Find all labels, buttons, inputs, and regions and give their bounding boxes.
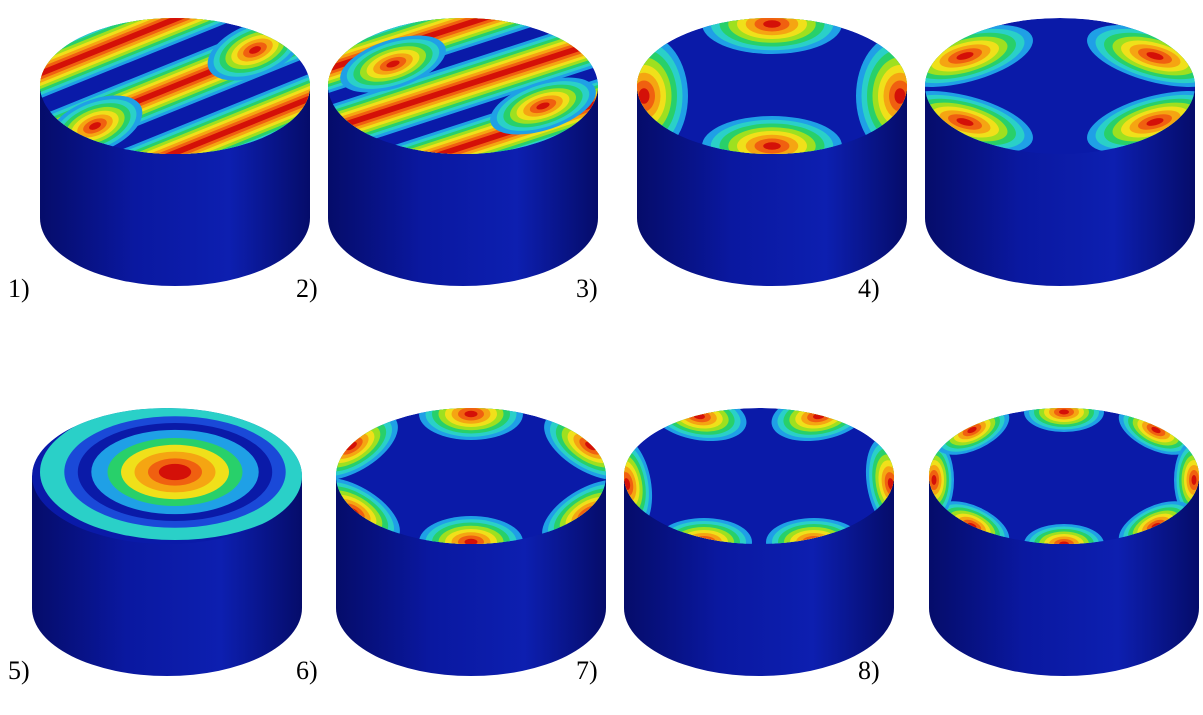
panel-label-1: 1) xyxy=(8,274,30,303)
mode-panel-6 xyxy=(326,398,626,698)
mode-panel-8 xyxy=(919,398,1203,698)
panel-label-7: 7) xyxy=(576,656,598,685)
mode-panel-3 xyxy=(627,8,927,308)
panel-label-4: 4) xyxy=(858,274,880,303)
top-face-contour xyxy=(925,18,1195,154)
hot-lobe xyxy=(637,34,688,154)
mode-panel-1 xyxy=(30,8,330,308)
hot-lobe xyxy=(340,35,446,93)
hot-lobe xyxy=(624,436,653,532)
mode-panel-7 xyxy=(614,398,914,698)
mode-panel-5 xyxy=(22,398,322,698)
panel-label-3: 3) xyxy=(576,274,598,303)
hot-lobe xyxy=(1024,408,1104,432)
mode-panel-4 xyxy=(915,8,1203,308)
hot-lobe xyxy=(702,18,842,54)
hot-lobe xyxy=(1087,25,1195,87)
cylinder-mode-7 xyxy=(624,408,894,676)
contour-ring xyxy=(158,463,192,481)
panel-label-5: 5) xyxy=(8,656,30,685)
hot-lobe xyxy=(490,77,596,135)
hot-lobe xyxy=(1174,440,1199,520)
hot-lobe xyxy=(925,91,1033,153)
panel-label-6: 6) xyxy=(296,656,318,685)
cylinder-mode-6 xyxy=(336,408,606,676)
top-face-contour xyxy=(624,408,894,544)
hot-lobe xyxy=(1024,524,1104,544)
cylinder-mode-5 xyxy=(32,408,302,676)
top-face-contour xyxy=(32,408,302,544)
hot-lobe xyxy=(419,408,523,440)
hot-lobe xyxy=(856,34,907,154)
hot-lobe xyxy=(419,516,523,544)
panel-label-2: 2) xyxy=(296,274,318,303)
cylinder-mode-2 xyxy=(328,18,598,286)
cylinder-mode-3 xyxy=(637,18,907,286)
cylinder-mode-1 xyxy=(40,18,310,286)
mode-panel-2 xyxy=(318,8,618,308)
panel-label-8: 8) xyxy=(858,656,880,685)
cylinder-mode-8 xyxy=(929,408,1199,676)
cylinder-mode-4 xyxy=(925,18,1195,286)
hot-lobe xyxy=(929,440,954,520)
hot-lobe xyxy=(925,25,1033,87)
top-face-contour xyxy=(328,18,598,154)
